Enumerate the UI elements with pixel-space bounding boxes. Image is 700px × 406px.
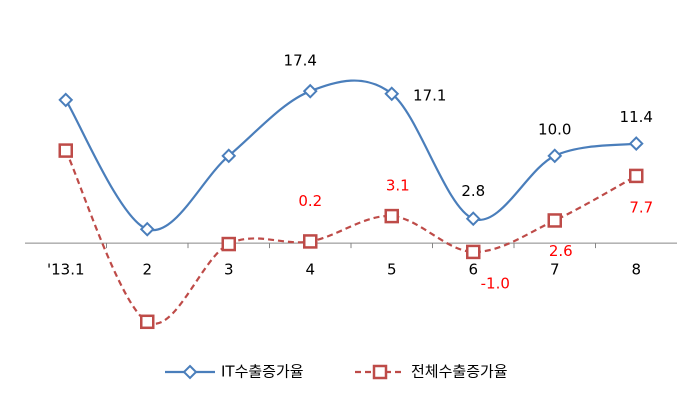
marker (466, 244, 481, 260)
marker (139, 221, 155, 237)
data-label: 3.1 (386, 177, 410, 195)
marker (58, 92, 74, 108)
legend-marker (372, 364, 388, 380)
data-label: 10.0 (538, 120, 571, 138)
marker (629, 168, 644, 184)
data-label: 2.8 (461, 182, 485, 200)
marker (303, 234, 318, 249)
x-tick-label: 4 (305, 261, 315, 279)
marker (547, 148, 563, 164)
data-label: 7.7 (629, 198, 653, 216)
marker (58, 143, 73, 158)
x-tick-label: 8 (631, 261, 641, 279)
data-label: 11.4 (620, 108, 653, 126)
marker (302, 83, 318, 99)
data-label: -1.0 (481, 274, 510, 292)
x-tick-label: 6 (468, 261, 478, 279)
marker (547, 213, 562, 228)
x-tick-label: 5 (387, 261, 397, 279)
data-label: 0.2 (298, 192, 322, 210)
legend-marker (182, 364, 198, 380)
data-label: 17.4 (284, 52, 317, 70)
legend-label: IT수출증가율 (221, 363, 304, 381)
x-tick-label: 2 (142, 261, 152, 279)
legend-label: 전체수출증가율 (411, 363, 508, 381)
marker (221, 148, 237, 164)
x-tick-label: 3 (224, 261, 234, 279)
marker (221, 236, 236, 252)
marker (628, 136, 644, 152)
x-tick-label: 7 (550, 261, 560, 279)
marker (465, 211, 481, 227)
data-label: 2.6 (549, 242, 573, 260)
marker (384, 208, 399, 224)
x-tick-label: '13.1 (47, 261, 85, 279)
data-label: 17.1 (413, 86, 446, 104)
marker (140, 314, 155, 330)
marker (384, 86, 400, 102)
